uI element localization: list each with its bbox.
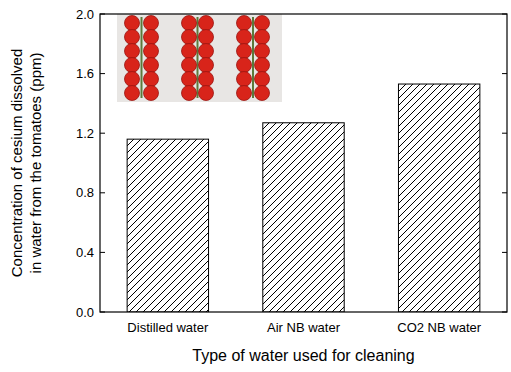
x-axis-label: Type of water used for cleaning bbox=[192, 347, 414, 364]
photo-tomato bbox=[237, 86, 252, 101]
photo-tomato bbox=[144, 44, 159, 59]
y-tick-right bbox=[502, 192, 507, 193]
photo-stem bbox=[252, 17, 254, 98]
photo-tomato bbox=[255, 44, 270, 59]
photo-tomato bbox=[182, 44, 197, 59]
y-tick bbox=[100, 133, 105, 134]
photo-tomato bbox=[237, 44, 252, 59]
y-axis-label: Concentration of cesium dissolved bbox=[8, 49, 25, 277]
photo-tomato bbox=[125, 16, 140, 31]
photo-tomato bbox=[125, 44, 140, 59]
photo-tomato bbox=[199, 44, 214, 59]
y-tick-label: 1.2 bbox=[76, 126, 94, 141]
photo-tomato bbox=[182, 58, 197, 73]
y-tick bbox=[100, 14, 105, 15]
photo-tomato bbox=[237, 58, 252, 73]
x-tick-label: CO2 NB water bbox=[397, 320, 481, 335]
photo-tomato bbox=[199, 86, 214, 101]
y-tick-right bbox=[502, 312, 507, 313]
photo-stem bbox=[141, 17, 143, 98]
photo-tomato bbox=[237, 72, 252, 87]
photo-tomato bbox=[255, 58, 270, 73]
photo-tomato bbox=[182, 72, 197, 87]
photo-tomato bbox=[199, 16, 214, 31]
y-tick-label: 0.4 bbox=[76, 245, 94, 260]
photo-tomato bbox=[144, 30, 159, 45]
photo-tomato bbox=[182, 30, 197, 45]
photo-tomato bbox=[125, 30, 140, 45]
photo-tomato bbox=[182, 16, 197, 31]
photo-tomato bbox=[237, 30, 252, 45]
photo-tomato bbox=[144, 72, 159, 87]
bar bbox=[127, 139, 208, 312]
y-tick bbox=[100, 73, 105, 74]
photo-stem bbox=[197, 17, 199, 98]
y-tick bbox=[100, 192, 105, 193]
photo-tomato bbox=[255, 72, 270, 87]
photo-tomato bbox=[255, 30, 270, 45]
photo-tomato bbox=[199, 72, 214, 87]
photo-tomato bbox=[125, 86, 140, 101]
photo-tomato bbox=[144, 16, 159, 31]
photo-tomato bbox=[144, 86, 159, 101]
photo-inset bbox=[117, 14, 282, 102]
photo-tomato bbox=[255, 16, 270, 31]
bar bbox=[398, 84, 479, 312]
y-tick-label: 0.0 bbox=[76, 305, 94, 320]
photo-tomato bbox=[199, 30, 214, 45]
y-tick-right bbox=[502, 133, 507, 134]
bar bbox=[263, 123, 344, 312]
photo-tomato bbox=[125, 58, 140, 73]
photo-tomato bbox=[125, 72, 140, 87]
photo-tomato bbox=[199, 58, 214, 73]
photo-tomato bbox=[144, 58, 159, 73]
y-axis-label: in water from the tomatoes (ppm) bbox=[27, 53, 44, 274]
y-tick-label: 2.0 bbox=[76, 7, 94, 22]
photo-tomato bbox=[255, 86, 270, 101]
y-tick bbox=[100, 252, 105, 253]
y-tick-right bbox=[502, 73, 507, 74]
y-tick-right bbox=[502, 252, 507, 253]
plot-frame bbox=[100, 14, 507, 312]
y-tick-label: 0.8 bbox=[76, 185, 94, 200]
x-tick-label: Air NB water bbox=[267, 320, 341, 335]
y-tick bbox=[100, 312, 105, 313]
chart: Distilled water Air NB water CO2 NB water 0… bbox=[0, 0, 511, 372]
photo-tomato bbox=[237, 16, 252, 31]
y-tick-label: 1.6 bbox=[76, 66, 94, 81]
y-tick-right bbox=[502, 14, 507, 15]
x-tick-label: Distilled water bbox=[127, 320, 209, 335]
photo-bg bbox=[117, 14, 282, 102]
photo-tomato bbox=[182, 86, 197, 101]
bars bbox=[127, 84, 480, 312]
